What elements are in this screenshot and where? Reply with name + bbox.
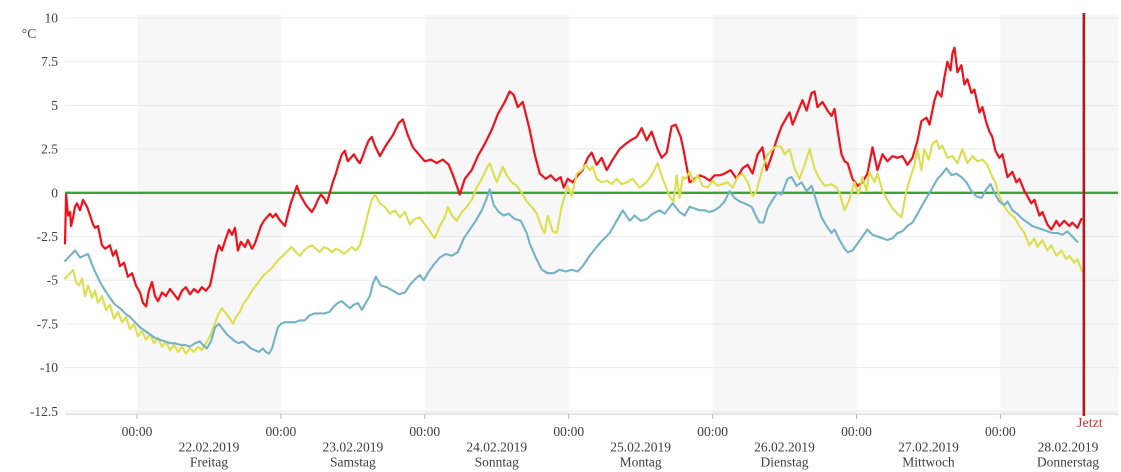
day-date-label: 25.02.2019 xyxy=(610,440,671,455)
y-tick-label: -5 xyxy=(47,273,58,288)
day-date-label: 24.02.2019 xyxy=(466,440,527,455)
day-name-label: Samstag xyxy=(330,455,376,470)
y-tick-label: 10 xyxy=(45,10,59,25)
temperature-blue-line xyxy=(63,167,1079,355)
day-date-label: 26.02.2019 xyxy=(754,440,815,455)
y-tick-label: -12.5 xyxy=(30,404,58,419)
temperature-yellow-line xyxy=(63,139,1084,355)
y-tick-label: 7.5 xyxy=(41,54,58,69)
day-band-donnerstag xyxy=(1000,14,1118,414)
day-name-label: Montag xyxy=(620,455,662,470)
x-tick-label-midnight: 00:00 xyxy=(122,424,153,439)
day-date-label: 23.02.2019 xyxy=(322,440,383,455)
day-name-label: Dienstag xyxy=(761,455,809,470)
x-tick-label-midnight: 00:00 xyxy=(266,424,297,439)
day-date-label: 28.02.2019 xyxy=(1038,440,1099,455)
day-band-freitag xyxy=(137,14,281,414)
day-band-dienstag xyxy=(712,14,857,414)
x-tick-label-midnight: 00:00 xyxy=(553,424,584,439)
day-name-label: Freitag xyxy=(190,455,228,470)
now-label: Jetzt xyxy=(1077,416,1103,431)
y-tick-label: 5 xyxy=(51,98,58,113)
x-tick-label-midnight: 00:00 xyxy=(697,424,728,439)
x-tick-label-midnight: 00:00 xyxy=(985,424,1016,439)
y-tick-label: -10 xyxy=(40,360,58,375)
day-date-label: 22.02.2019 xyxy=(179,440,240,455)
temperature-red-line xyxy=(63,46,1083,308)
day-name-label: Donnerstag xyxy=(1037,455,1099,470)
y-tick-label: 2.5 xyxy=(41,142,58,157)
x-tick-label-midnight: 00:00 xyxy=(841,424,872,439)
x-tick-label-midnight: 00:00 xyxy=(409,424,440,439)
day-date-label: 27.02.2019 xyxy=(898,440,959,455)
day-band-sonntag xyxy=(424,14,569,414)
day-name-label: Mittwoch xyxy=(902,455,955,470)
day-name-label: Sonntag xyxy=(475,455,520,470)
y-tick-label: 0 xyxy=(51,185,58,200)
y-tick-label: -7.5 xyxy=(37,316,59,331)
y-axis-unit-label: °C xyxy=(22,26,36,41)
y-tick-label: -2.5 xyxy=(37,229,59,244)
